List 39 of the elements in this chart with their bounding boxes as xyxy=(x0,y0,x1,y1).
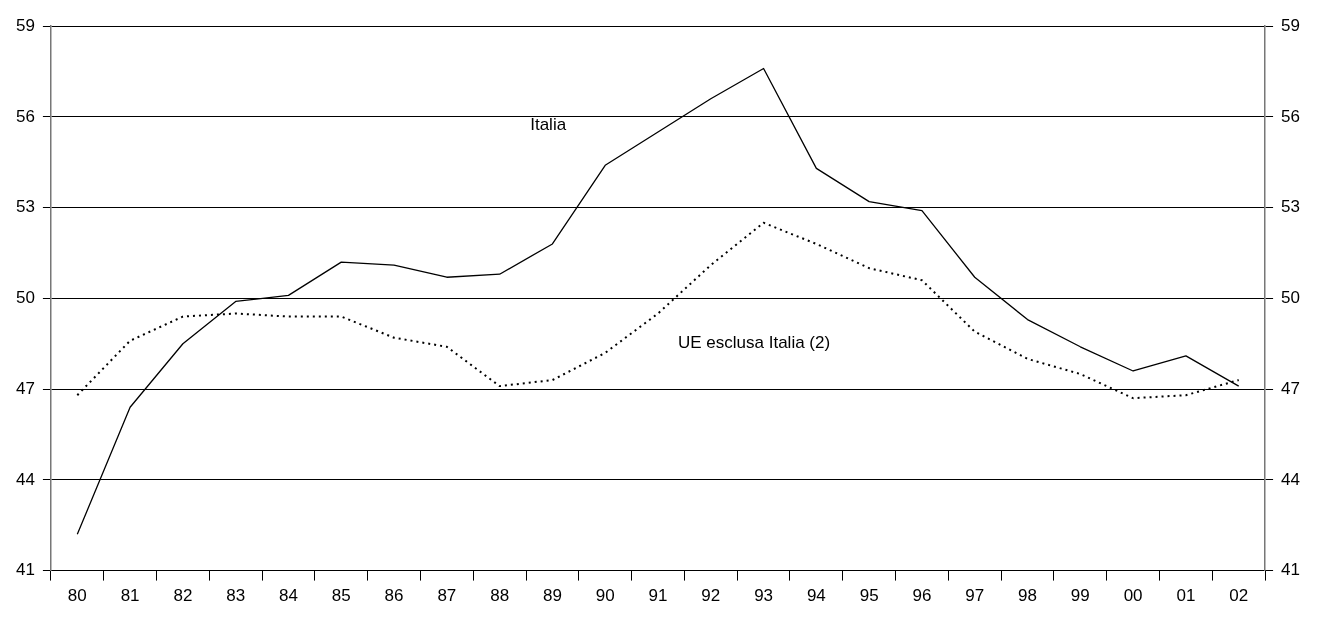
x-tick-label: 92 xyxy=(701,586,721,606)
x-tick-label: 82 xyxy=(173,586,193,606)
y2-tick-label: 59 xyxy=(1281,15,1301,35)
x-tick-label: 83 xyxy=(226,586,246,606)
y-tick-label: 53 xyxy=(15,197,35,217)
y-tick-label: 56 xyxy=(15,106,35,126)
x-tick-label: 97 xyxy=(965,586,985,606)
y2-tick-label: 53 xyxy=(1281,197,1301,217)
x-tick-label: 85 xyxy=(331,586,351,606)
y-tick-label: 44 xyxy=(15,469,35,489)
x-tick-label: 91 xyxy=(648,586,668,606)
x-tick-label: 93 xyxy=(754,586,774,606)
x-tick-label: 81 xyxy=(120,586,140,606)
x-tick-label: 01 xyxy=(1176,586,1196,606)
x-tick-label: 88 xyxy=(490,586,510,606)
y2-tick-label: 41 xyxy=(1281,560,1301,580)
y-tick-label: 41 xyxy=(15,560,35,580)
x-tick-label: 86 xyxy=(384,586,404,606)
x-tick-label: 99 xyxy=(1070,586,1090,606)
y-tick-label: 50 xyxy=(15,288,35,308)
x-tick-label: 90 xyxy=(595,586,615,606)
y2-tick-label: 44 xyxy=(1281,469,1301,489)
text: Italia xyxy=(530,115,567,135)
y-tick-label: 59 xyxy=(15,15,35,35)
x-tick-label: 80 xyxy=(67,586,87,606)
x-tick-label: 87 xyxy=(437,586,457,606)
x-tick-label: 00 xyxy=(1123,586,1143,606)
y2-tick-label: 47 xyxy=(1281,378,1301,398)
x-tick-label: 94 xyxy=(806,586,826,606)
x-tick-label: 89 xyxy=(542,586,562,606)
x-tick-label: 98 xyxy=(1018,586,1037,606)
x-tick-label: 02 xyxy=(1229,586,1249,606)
x-tick-label: 84 xyxy=(279,586,298,606)
x-tick-label: 96 xyxy=(912,586,932,606)
x-tick-label: 95 xyxy=(859,586,879,606)
y2-tick-label: 50 xyxy=(1281,288,1301,308)
series-label: UE esclusa Italia (2) xyxy=(678,333,831,353)
y-tick-label: 47 xyxy=(15,378,35,398)
y2-tick-label: 56 xyxy=(1281,106,1301,126)
